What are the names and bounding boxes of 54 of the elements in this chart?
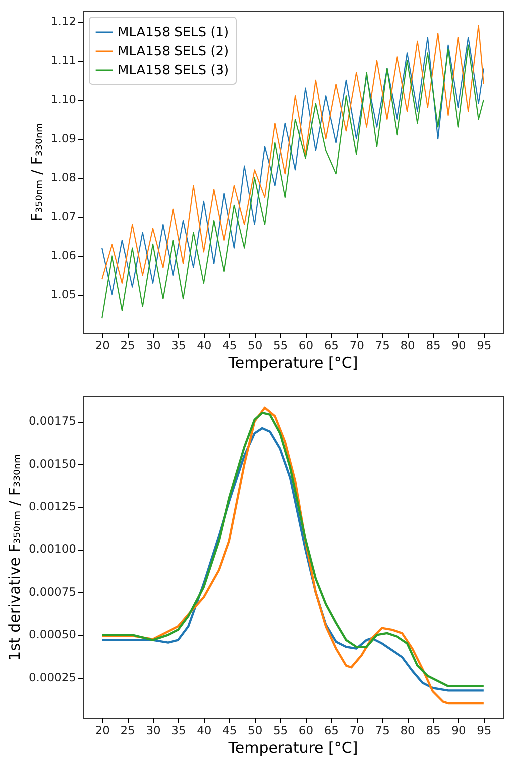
y-tick-label: 1.09 <box>50 132 76 146</box>
x-tick-label: 70 <box>350 338 364 352</box>
y-tick-label: 0.00025 <box>28 670 76 684</box>
x-tick-label: 55 <box>273 724 288 738</box>
x-tick-label: 70 <box>350 724 364 738</box>
x-tick-label: 90 <box>452 338 466 352</box>
x-tick-label: 60 <box>298 338 314 352</box>
y-tick-label: 1.11 <box>50 53 76 68</box>
x-tick-label: 35 <box>172 338 186 352</box>
y-tick-label: 0.00050 <box>28 628 76 642</box>
x-tick-label: 90 <box>452 724 466 738</box>
x-axis-title: Temperature [°C] <box>228 354 358 372</box>
x-tick-label: 95 <box>477 338 492 352</box>
y-tick-label: 1.10 <box>50 92 76 106</box>
x-tick-label: 35 <box>172 724 186 738</box>
legend-label: MLA158 SELS (1) <box>118 26 230 40</box>
y-tick-label: 1.08 <box>50 170 76 185</box>
legend-label: MLA158 SELS (2) <box>118 44 230 60</box>
x-tick-label: 95 <box>477 724 492 738</box>
x-tick-label: 65 <box>324 338 339 352</box>
x-tick-label: 75 <box>375 724 390 738</box>
x-tick-label: 50 <box>248 724 263 738</box>
y-axis-title: 1st derivative F₃₅₀ₙₘ / F₃₃₀ₙₘ <box>6 454 24 661</box>
x-tick-label: 45 <box>222 338 238 352</box>
x-tick-label: 45 <box>222 724 238 738</box>
x-tick-label: 80 <box>400 724 416 738</box>
y-tick-label: 1.05 <box>50 288 76 302</box>
x-tick-label: 50 <box>248 338 263 352</box>
x-tick-label: 85 <box>426 724 441 738</box>
x-tick-label: 40 <box>197 724 212 738</box>
y-tick-label: 0.00125 <box>28 500 76 514</box>
y-tick-label: 0.00150 <box>28 456 76 471</box>
x-tick-label: 80 <box>400 338 416 352</box>
x-tick-label: 20 <box>95 338 110 352</box>
y-tick-label: 0.00075 <box>28 584 76 599</box>
x-tick-label: 85 <box>426 338 441 352</box>
y-tick-label: 1.06 <box>50 248 76 263</box>
y-axis-title: F₃₅₀ₙₘ / F₃₃₀ₙₘ <box>28 123 46 222</box>
x-tick-label: 75 <box>375 338 390 352</box>
x-tick-label: 40 <box>197 338 212 352</box>
y-tick-label: 0.00100 <box>28 542 76 556</box>
legend-label: MLA158 SELS (3) <box>118 64 230 78</box>
y-tick-label: 0.00175 <box>28 414 76 428</box>
x-axis-title: Temperature [°C] <box>228 739 358 757</box>
x-tick-label: 60 <box>298 724 314 738</box>
x-tick-label: 65 <box>324 724 339 738</box>
y-tick-label: 1.07 <box>50 210 76 224</box>
x-tick-label: 30 <box>146 338 161 352</box>
x-tick-label: 25 <box>120 724 136 738</box>
x-tick-label: 25 <box>120 338 136 352</box>
x-tick-label: 20 <box>95 724 110 738</box>
x-tick-label: 30 <box>146 724 161 738</box>
y-tick-label: 1.12 <box>50 14 76 28</box>
x-tick-label: 55 <box>273 338 288 352</box>
